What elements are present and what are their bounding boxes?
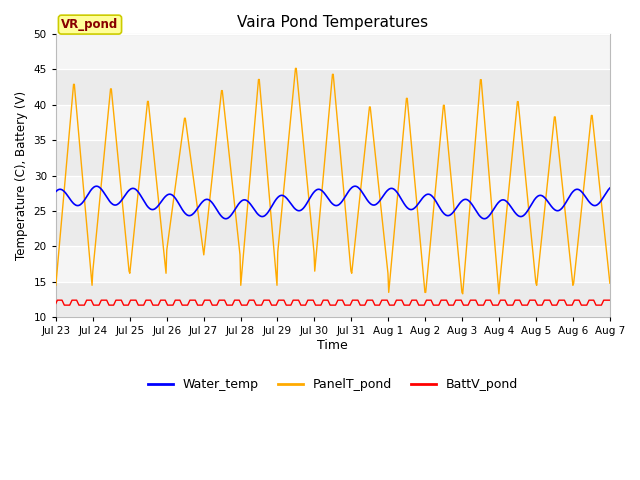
Bar bbox=[56, 176, 610, 211]
Bar bbox=[56, 211, 610, 246]
Text: VR_pond: VR_pond bbox=[61, 18, 118, 31]
Bar bbox=[56, 246, 610, 282]
Bar bbox=[56, 282, 610, 317]
Bar bbox=[56, 140, 610, 176]
Legend: Water_temp, PanelT_pond, BattV_pond: Water_temp, PanelT_pond, BattV_pond bbox=[143, 373, 523, 396]
X-axis label: Time: Time bbox=[317, 339, 348, 352]
Bar bbox=[56, 34, 610, 69]
Bar bbox=[56, 105, 610, 140]
Bar bbox=[56, 69, 610, 105]
Title: Vaira Pond Temperatures: Vaira Pond Temperatures bbox=[237, 15, 428, 30]
Y-axis label: Temperature (C), Battery (V): Temperature (C), Battery (V) bbox=[15, 91, 28, 260]
